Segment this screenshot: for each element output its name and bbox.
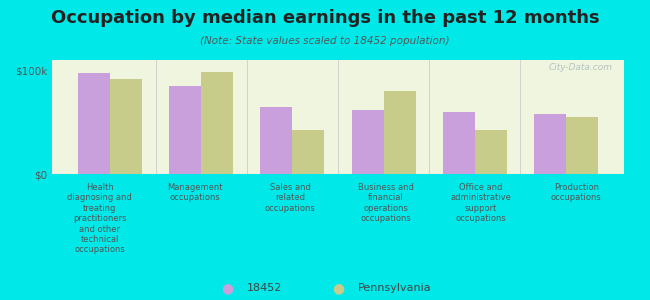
Bar	[566, 117, 598, 174]
Text: 18452: 18452	[247, 283, 282, 293]
Text: Occupation by median earnings in the past 12 months: Occupation by median earnings in the pas…	[51, 9, 599, 27]
Text: ●: ●	[222, 281, 233, 295]
Text: City-Data.com: City-Data.com	[549, 63, 612, 72]
Bar	[384, 91, 415, 174]
Bar	[443, 112, 475, 174]
Bar	[78, 74, 110, 174]
Text: Health
diagnosing and
treating
practitioners
and other
technical
occupations: Health diagnosing and treating practitio…	[68, 183, 132, 254]
Text: Production
occupations: Production occupations	[551, 183, 602, 203]
Text: Business and
financial
operations
occupations: Business and financial operations occupa…	[358, 183, 413, 223]
Text: Management
occupations: Management occupations	[167, 183, 223, 203]
Bar	[201, 72, 233, 174]
Bar	[534, 114, 566, 174]
Text: ●: ●	[332, 281, 344, 295]
Text: Office and
administrative
support
occupations: Office and administrative support occupa…	[450, 183, 512, 223]
Bar	[292, 130, 324, 174]
Text: Pennsylvania: Pennsylvania	[358, 283, 431, 293]
Bar	[475, 130, 507, 174]
Bar	[110, 79, 142, 174]
Text: Sales and
related
occupations: Sales and related occupations	[265, 183, 316, 213]
Bar	[352, 110, 384, 174]
Bar	[169, 86, 201, 174]
Bar	[261, 106, 292, 174]
Text: (Note: State values scaled to 18452 population): (Note: State values scaled to 18452 popu…	[200, 36, 450, 46]
